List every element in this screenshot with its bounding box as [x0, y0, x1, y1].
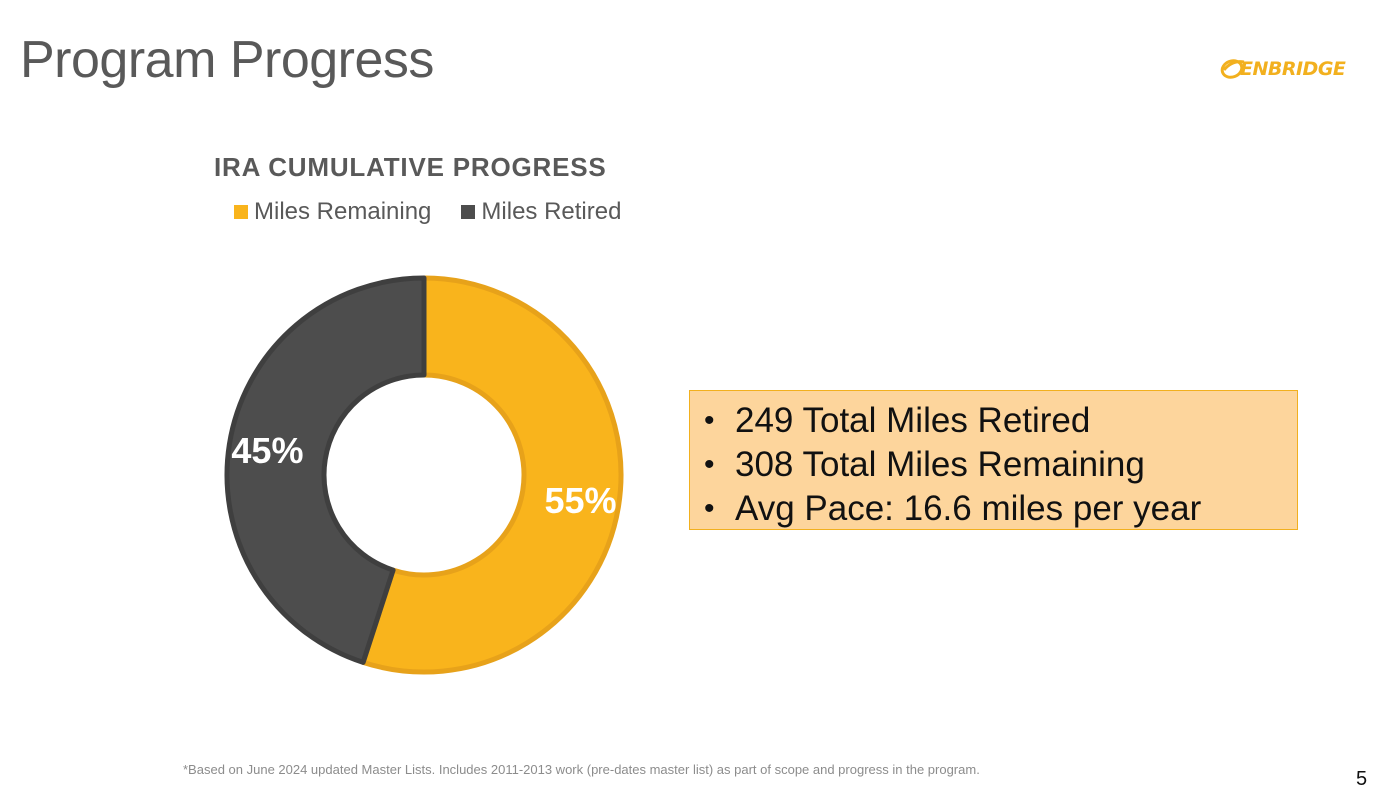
- data-label-remaining: 55%: [545, 480, 617, 521]
- legend-label-remaining: Miles Remaining: [254, 198, 432, 225]
- footnote: *Based on June 2024 updated Master Lists…: [183, 762, 980, 777]
- legend-item-remaining: Miles Remaining: [234, 198, 431, 226]
- chart-title: IRA CUMULATIVE PROGRESS: [214, 152, 607, 182]
- summary-callout: 249 Total Miles Retired 308 Total Miles …: [689, 390, 1298, 531]
- enbridge-swirl-icon: [1220, 59, 1245, 79]
- slide-title: Program Progress: [20, 31, 434, 89]
- page-number: 5: [1356, 768, 1368, 790]
- chart-legend: Miles Remaining Miles Retired: [234, 198, 621, 226]
- legend-swatch-retired: [461, 205, 476, 219]
- enbridge-logo: ENBRIDGE: [1218, 48, 1368, 88]
- slice-miles-remaining: [360, 275, 624, 675]
- legend-label-retired: Miles Retired: [481, 198, 622, 225]
- callout-item-retired: 249 Total Miles Retired: [704, 399, 1283, 443]
- data-label-retired: 45%: [231, 430, 303, 471]
- legend-swatch-remaining: [234, 205, 248, 219]
- legend-item-retired: Miles Retired: [461, 198, 621, 226]
- logo-text: ENBRIDGE: [1240, 58, 1346, 80]
- callout-item-pace: Avg Pace: 16.6 miles per year: [704, 487, 1283, 531]
- slice-miles-retired: [224, 275, 427, 665]
- callout-item-remaining: 308 Total Miles Remaining: [704, 443, 1283, 487]
